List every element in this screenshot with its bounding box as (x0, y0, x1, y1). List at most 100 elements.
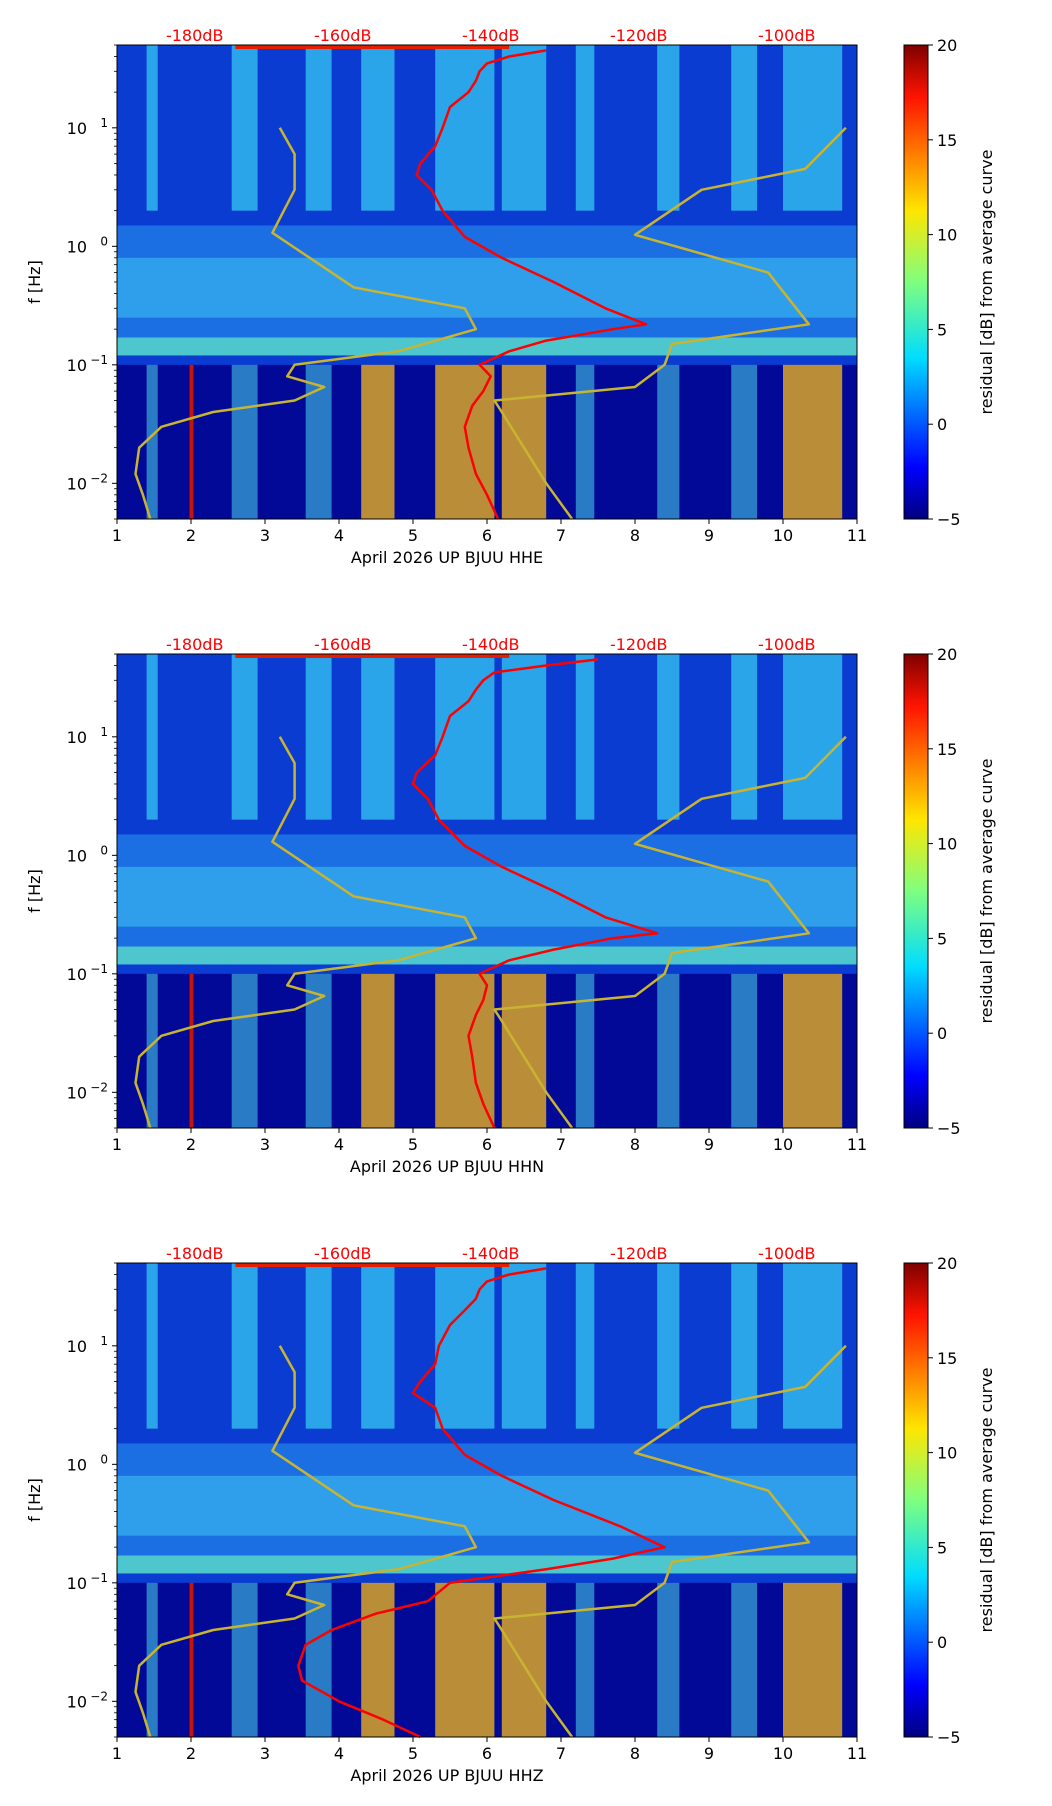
x-tick-label: 8 (630, 1135, 640, 1154)
x-axis-label: April 2026 UP BJUU HHN (350, 1157, 544, 1176)
x-tick-label: 3 (260, 526, 270, 545)
heatmap-mid-band (117, 257, 857, 318)
y-tick-exponent: 1 (100, 725, 108, 739)
day-band-low-5 (435, 973, 495, 1128)
colorbar-tick-label: 0 (937, 415, 947, 434)
series-line-low-noise-model (134, 1345, 478, 1738)
colorbar-tick-label: 15 (937, 740, 957, 759)
y-tick-exponent: 0 (100, 1452, 108, 1466)
day-band-low-7 (575, 364, 595, 519)
day-2-artifact (189, 364, 194, 519)
colorbar-tick-label: 0 (937, 1024, 947, 1043)
y-tick-exponent: −1 (90, 1571, 108, 1585)
day-band-low-3 (305, 1582, 332, 1737)
colorbar-tick-label: 10 (937, 226, 957, 245)
day-band-low-2 (231, 1582, 258, 1737)
day-band-low-8 (657, 364, 680, 519)
top-db-label: -100dB (758, 26, 815, 45)
day-band-high-5 (435, 1263, 495, 1429)
top-db-label: -160dB (314, 26, 371, 45)
day-band-high-4 (361, 45, 395, 211)
top-db-label: -180dB (166, 1244, 223, 1263)
day-band-low-5 (435, 1582, 495, 1737)
x-tick-label: 6 (482, 1744, 492, 1763)
x-tick-label: 9 (704, 1135, 714, 1154)
day-band-high-9 (731, 1263, 758, 1429)
day-band-low-6 (501, 1582, 547, 1737)
x-tick-label: 2 (186, 1135, 196, 1154)
colorbar-gradient (903, 44, 929, 520)
day-band-high-8 (657, 45, 680, 211)
y-tick-exponent: 0 (100, 843, 108, 857)
y-tick-label: 10 (67, 119, 87, 138)
x-tick-label: 5 (408, 1744, 418, 1763)
top-db-label: -120dB (610, 635, 667, 654)
day-band-high-5 (435, 654, 495, 820)
series-line-mean-noise (411, 658, 659, 1129)
colorbar-tick-label: 10 (937, 835, 957, 854)
x-tick-label: 7 (556, 1135, 566, 1154)
day-2-artifact (189, 973, 194, 1128)
x-tick-label: 9 (704, 526, 714, 545)
series-line-high-noise-model (493, 1344, 847, 1738)
day-band-high-8 (657, 654, 680, 820)
y-tick-label: 10 (67, 728, 87, 747)
heatmap-mid-band (117, 1475, 857, 1536)
day-band-low-9 (731, 973, 758, 1128)
y-tick-exponent: −1 (90, 353, 108, 367)
heatmap-secondary-peak (117, 946, 857, 965)
day-band-high-6 (501, 1263, 547, 1429)
x-tick-label: 6 (482, 526, 492, 545)
colorbar-tick-label: 5 (937, 320, 947, 339)
x-tick-label: 5 (408, 1135, 418, 1154)
y-tick-exponent: −2 (90, 1689, 108, 1703)
colorbar-tick-label: −5 (937, 1119, 961, 1138)
day-band-high-7 (575, 654, 595, 820)
day-band-high-2 (231, 654, 258, 820)
colorbar-gradient (903, 1262, 929, 1738)
x-tick-label: 9 (704, 1744, 714, 1763)
day-band-high-3 (305, 1263, 332, 1429)
y-tick-label: 10 (67, 1083, 87, 1102)
x-tick-label: 2 (186, 1744, 196, 1763)
y-tick-label: 10 (67, 965, 87, 984)
day-band-high-7 (575, 1263, 595, 1429)
colorbar: 20 15 10 5 0 −5 residual [dB] from average cur… (903, 645, 996, 1138)
heatmap-secondary-peak (117, 337, 857, 356)
y-tick-label: 10 (67, 1692, 87, 1711)
top-db-label: -100dB (758, 635, 815, 654)
top-db-label: -160dB (314, 1244, 371, 1263)
colorbar-tick-label: 20 (937, 1254, 957, 1273)
y-tick-label: 10 (67, 356, 87, 375)
day-band-low-9 (731, 364, 758, 519)
x-tick-label: 11 (847, 1744, 867, 1763)
day-band-high-9 (731, 654, 758, 820)
top-db-label: -120dB (610, 26, 667, 45)
x-tick-label: 4 (334, 1744, 344, 1763)
top-edge-strip (235, 654, 510, 658)
x-tick-label: 10 (773, 526, 793, 545)
x-tick-label: 6 (482, 1135, 492, 1154)
colorbar-tick-label: −5 (937, 510, 961, 529)
day-band-high-1 (146, 654, 158, 820)
y-axis-label: f [Hz] (25, 1478, 44, 1522)
day-band-high-4 (361, 1263, 395, 1429)
day-band-low-1 (146, 364, 158, 519)
y-tick-exponent: −2 (90, 1080, 108, 1094)
x-tick-label: 11 (847, 1135, 867, 1154)
day-band-low-10 (783, 364, 843, 519)
x-tick-label: 4 (334, 1135, 344, 1154)
y-axis-label: f [Hz] (25, 260, 44, 304)
day-band-high-1 (146, 45, 158, 211)
x-tick-label: 7 (556, 1744, 566, 1763)
series-line-mean-noise (415, 49, 648, 520)
heatmap-field (117, 654, 857, 1128)
colorbar-tick-label: 5 (937, 1538, 947, 1557)
day-band-high-10 (783, 1263, 843, 1429)
y-tick-label: 10 (67, 1574, 87, 1593)
day-band-low-2 (231, 973, 258, 1128)
x-tick-label: 4 (334, 526, 344, 545)
